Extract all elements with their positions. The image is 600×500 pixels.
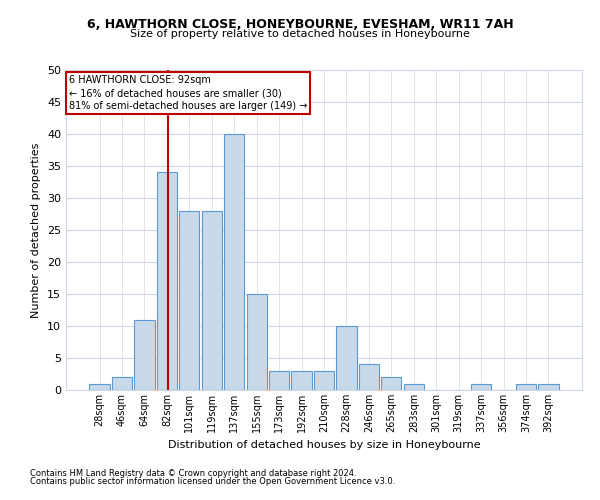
Text: Contains HM Land Registry data © Crown copyright and database right 2024.: Contains HM Land Registry data © Crown c…: [30, 468, 356, 477]
Text: Size of property relative to detached houses in Honeybourne: Size of property relative to detached ho…: [130, 29, 470, 39]
Bar: [404, 384, 424, 390]
Bar: [157, 172, 177, 390]
Bar: [247, 294, 267, 390]
Bar: [471, 384, 491, 390]
Bar: [314, 371, 334, 390]
Bar: [359, 364, 379, 390]
X-axis label: Distribution of detached houses by size in Honeybourne: Distribution of detached houses by size …: [167, 440, 481, 450]
Bar: [179, 211, 199, 390]
Y-axis label: Number of detached properties: Number of detached properties: [31, 142, 41, 318]
Bar: [89, 384, 110, 390]
Bar: [269, 371, 289, 390]
Bar: [516, 384, 536, 390]
Bar: [337, 326, 356, 390]
Text: 6, HAWTHORN CLOSE, HONEYBOURNE, EVESHAM, WR11 7AH: 6, HAWTHORN CLOSE, HONEYBOURNE, EVESHAM,…: [86, 18, 514, 30]
Bar: [112, 377, 132, 390]
Bar: [224, 134, 244, 390]
Bar: [292, 371, 311, 390]
Text: Contains public sector information licensed under the Open Government Licence v3: Contains public sector information licen…: [30, 477, 395, 486]
Bar: [134, 320, 155, 390]
Bar: [538, 384, 559, 390]
Bar: [381, 377, 401, 390]
Text: 6 HAWTHORN CLOSE: 92sqm
← 16% of detached houses are smaller (30)
81% of semi-de: 6 HAWTHORN CLOSE: 92sqm ← 16% of detache…: [68, 75, 307, 111]
Bar: [202, 211, 222, 390]
